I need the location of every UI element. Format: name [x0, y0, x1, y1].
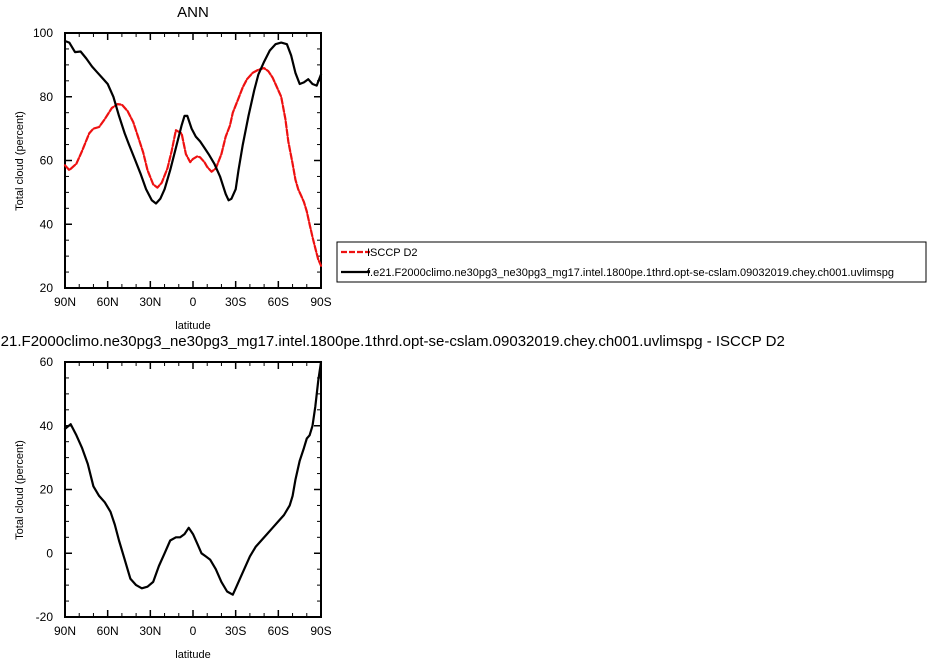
bottom-plot-frame [64, 361, 322, 618]
legend-label-isccp: ISCCP D2 [367, 247, 418, 259]
bottom-x-tick-label: 90S [310, 624, 331, 638]
top-chart-title: ANN [177, 4, 209, 21]
bottom-chart: f.e21.F2000climo.ne30pg3_ne30pg3_mg17.in… [0, 333, 785, 661]
legend: ISCCP D2 f.e21.F2000climo.ne30pg3_ne30pg… [336, 241, 927, 283]
top-x-tick-label: 30N [139, 295, 161, 309]
top-x-axis-label: latitude [175, 320, 210, 332]
bottom-series-line-0 [63, 360, 323, 596]
bottom-y-tick-label: 20 [40, 483, 54, 497]
bottom-x-tick-label: 60N [97, 624, 119, 638]
top-x-tick-label: 90S [310, 295, 331, 309]
top-y-axis-label: Total cloud (percent) [14, 111, 26, 211]
top-y-tick-label: 40 [40, 217, 54, 231]
legend-box [336, 241, 927, 283]
bottom-x-tick-label: 30N [139, 624, 161, 638]
top-y-tick-label: 100 [33, 26, 53, 40]
top-x-tick-label: 90N [54, 295, 76, 309]
top-series-line-0 [63, 66, 323, 267]
bottom-x-tick-label: 30S [225, 624, 246, 638]
bottom-y-tick-label: 60 [40, 355, 54, 369]
top-x-tick-label: 30S [225, 295, 246, 309]
bottom-y-axis-label: Total cloud (percent) [14, 440, 26, 540]
top-y-tick-label: 60 [40, 154, 54, 168]
bottom-x-tick-label: 90N [54, 624, 76, 638]
bottom-y-tick-label: 0 [46, 546, 53, 560]
top-series-line-1 [63, 39, 323, 205]
bottom-x-axis-label: latitude [175, 649, 210, 661]
top-y-tick-label: 20 [40, 281, 54, 295]
top-y-tick-label: 80 [40, 90, 54, 104]
bottom-y-tick-label: 40 [40, 419, 54, 433]
legend-label-model: f.e21.F2000climo.ne30pg3_ne30pg3_mg17.in… [367, 267, 894, 279]
bottom-plot-area: 90N 60N 30N 0 30S 60S 90S -20 0 20 40 60 [36, 355, 332, 638]
bottom-chart-title: f.e21.F2000climo.ne30pg3_ne30pg3_mg17.in… [0, 333, 785, 350]
top-x-tick-label: 0 [190, 295, 197, 309]
top-chart: ANN 90N 60N 30N 0 30S 60S 90S 20 40 60 80 100 latit… [14, 4, 332, 332]
bottom-x-tick-label: 0 [190, 624, 197, 638]
bottom-x-tick-label: 60S [268, 624, 289, 638]
top-x-tick-label: 60N [97, 295, 119, 309]
bottom-y-tick-label: -20 [36, 610, 54, 624]
top-plot-area: 90N 60N 30N 0 30S 60S 90S 20 40 60 80 100 [33, 26, 332, 309]
top-x-tick-label: 60S [268, 295, 289, 309]
